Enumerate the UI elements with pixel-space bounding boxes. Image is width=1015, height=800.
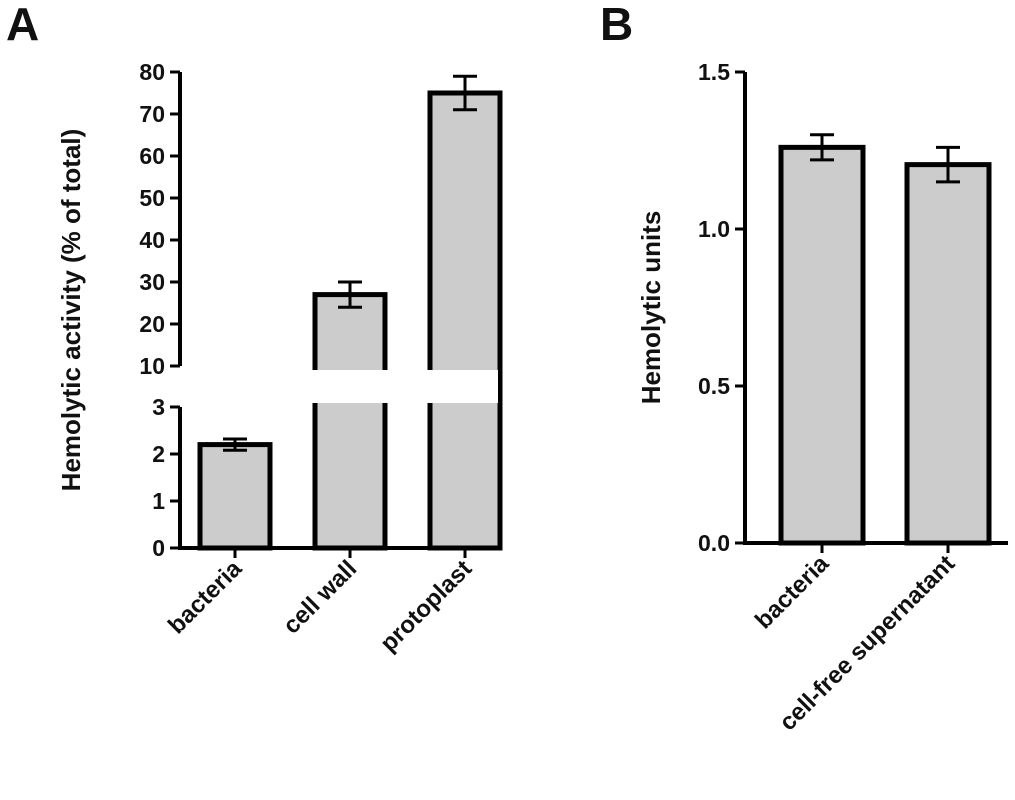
y-tick-label-upper: 70	[139, 101, 165, 127]
y-tick-label-upper: 60	[139, 143, 165, 169]
y-axis-title: Hemolytic activity (% of total)	[56, 129, 86, 492]
y-tick-label: 0.0	[698, 530, 730, 556]
panel-a: A Hemolytic activity (% of total) 0 1 2 3 10 20…	[6, 0, 503, 657]
y-tick-label-upper: 40	[139, 227, 165, 253]
x-category-label: protoplast	[375, 555, 477, 657]
y-tick-label-upper: 10	[139, 353, 165, 379]
x-category-label: bacteria	[750, 550, 835, 635]
axis-break-gap	[178, 370, 498, 403]
y-tick-label-lower: 0	[152, 535, 165, 561]
y-tick-label-upper: 80	[139, 59, 165, 85]
y-tick-label-lower: 2	[152, 441, 165, 467]
panel-label-b: B	[600, 0, 633, 50]
y-tick-label-lower: 3	[152, 394, 165, 420]
y-tick-label: 0.5	[698, 373, 730, 399]
y-axis-title: Hemolytic units	[636, 211, 666, 405]
y-tick-label: 1.0	[698, 216, 730, 242]
x-category-label: bacteria	[163, 555, 248, 640]
x-category-label: cell wall	[278, 555, 362, 639]
y-tick-label-upper: 20	[139, 311, 165, 337]
y-tick-label-upper: 50	[139, 185, 165, 211]
bar-0	[778, 144, 866, 546]
bar-1	[904, 162, 992, 546]
y-tick-label-lower: 1	[152, 488, 165, 514]
y-tick-label-upper: 30	[139, 269, 165, 295]
panel-label-a: A	[6, 0, 39, 50]
bar-0	[197, 442, 273, 551]
bar-1	[312, 292, 388, 551]
bar-2	[427, 90, 503, 551]
y-tick-label: 1.5	[698, 59, 730, 85]
